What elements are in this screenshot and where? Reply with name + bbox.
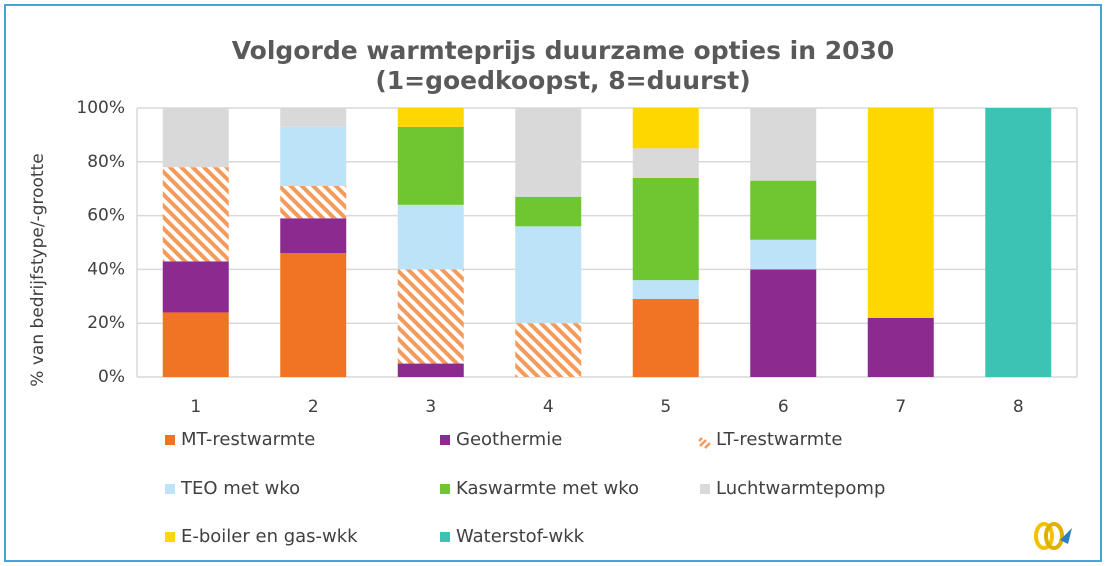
legend-label: Kaswarmte met wko [456,478,639,499]
bar-segment [632,280,699,299]
bar-segment [632,298,699,377]
bar-segment [632,177,699,281]
y-tick-label: 0% [98,367,125,387]
bar-segment [280,186,347,219]
legend-swatch [440,532,450,542]
legend-swatch [165,532,175,542]
bar-segment [280,253,347,377]
bar-segment [750,180,817,240]
x-tick-label: 4 [543,397,554,417]
bar-segment [397,126,464,205]
bar-segment [515,226,582,324]
x-tick-label: 6 [778,397,789,417]
bar-segment [162,108,229,168]
y-axis-label: % van bedrijfstype/-grootte [28,153,48,386]
bar-segment [515,196,582,227]
legend-label: TEO met wko [180,478,300,499]
legend-swatch [440,435,450,445]
bar-segment [632,108,699,149]
logo [1034,522,1072,550]
y-tick-label: 40% [87,259,125,279]
bar-segment [280,108,347,127]
x-tick-label: 1 [190,397,201,417]
legend-label: Luchtwarmtepomp [716,478,885,499]
legend-label: LT-restwarmte [716,429,842,450]
y-tick-label: 80% [87,152,125,172]
legend-label: MT-restwarmte [181,429,315,450]
x-tick-label: 5 [660,397,671,417]
bar-segment [515,108,582,197]
y-tick-label: 60% [87,206,125,226]
x-tick-label: 3 [425,397,436,417]
bar-segment [632,148,699,178]
bar-segment [750,239,817,270]
legend-swatch [700,484,710,494]
legend-swatch [440,484,450,494]
x-tick-label: 7 [895,397,906,417]
legend-swatch [165,484,175,494]
bar-segment [750,108,817,181]
legend-swatch [698,437,711,449]
x-tick-label: 2 [308,397,319,417]
bar-segment [750,269,817,377]
bar-segment [397,204,464,270]
legend-label: E-boiler en gas-wkk [181,526,358,547]
bar-segment [867,108,934,318]
bar-segment [397,269,464,364]
bar-segment [985,108,1052,377]
legend-label: Waterstof-wkk [456,526,585,547]
x-tick-label: 8 [1013,397,1024,417]
legend-swatch [165,435,175,445]
chart-subtitle: (1=goedkoopst, 8=duurst) [375,66,750,95]
bar-segment [280,218,347,254]
bar-segment [397,108,464,127]
bar-segment [867,317,934,377]
y-tick-label: 20% [87,313,125,333]
bar-segment [162,167,229,262]
bar-segment [280,126,347,187]
bar-segment [162,261,229,313]
bar-segment [162,312,229,377]
bar-segment [515,323,582,377]
bar-segment [397,363,464,377]
legend-label: Geothermie [456,429,562,450]
y-tick-label: 100% [76,98,125,118]
chart-title: Volgorde warmteprijs duurzame opties in … [232,36,895,65]
